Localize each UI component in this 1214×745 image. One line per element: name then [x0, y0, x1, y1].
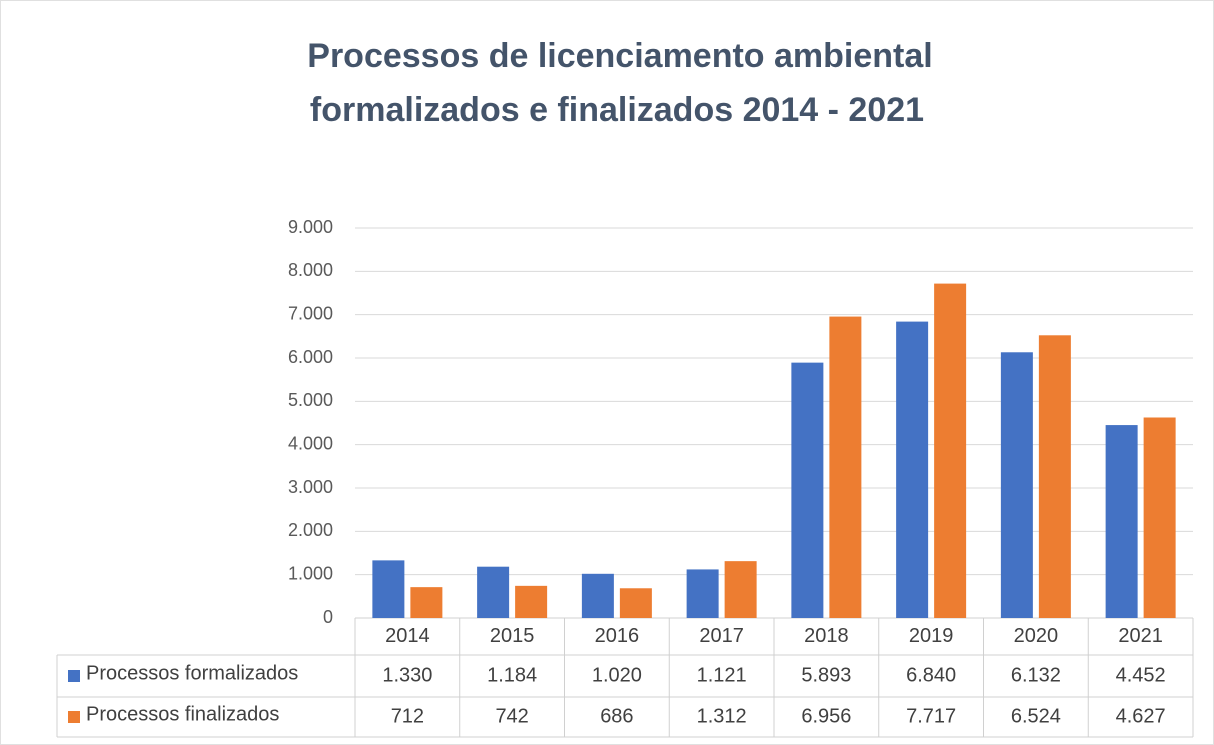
- x-tick-label: 2014: [385, 625, 430, 647]
- bar: [477, 566, 510, 618]
- table-value: 6.840: [906, 664, 956, 686]
- table-value: 4.452: [1116, 664, 1166, 686]
- y-tick-label: 8.000: [288, 260, 333, 280]
- y-tick-label: 9.000: [288, 217, 333, 237]
- x-tick-label: 2020: [1014, 625, 1059, 647]
- bar: [619, 588, 652, 618]
- legend-label: Processos formalizados: [86, 662, 298, 684]
- bar: [1143, 417, 1176, 618]
- x-tick-label: 2015: [490, 625, 535, 647]
- y-tick-label: 3.000: [288, 477, 333, 497]
- table-value: 712: [391, 705, 424, 727]
- y-tick-label: 7.000: [288, 303, 333, 323]
- table-value: 1.020: [592, 664, 642, 686]
- y-tick-label: 6.000: [288, 347, 333, 367]
- bar: [791, 362, 824, 618]
- bar: [829, 316, 862, 618]
- bar: [896, 321, 929, 618]
- table-value: 7.717: [906, 705, 956, 727]
- bar: [686, 569, 719, 618]
- chart-title: formalizados e finalizados 2014 - 2021: [310, 91, 924, 129]
- table-value: 5.893: [801, 664, 851, 686]
- table-value: 6.956: [801, 705, 851, 727]
- bar: [1105, 425, 1138, 618]
- table-value: 6.524: [1011, 705, 1061, 727]
- bar: [934, 283, 967, 618]
- table-value: 1.330: [382, 664, 432, 686]
- bar: [581, 573, 614, 618]
- table-value: 4.627: [1116, 705, 1166, 727]
- bar: [372, 560, 405, 618]
- table-value: 1.184: [487, 664, 537, 686]
- y-tick-label: 2.000: [288, 520, 333, 540]
- y-tick-label: 1.000: [288, 563, 333, 583]
- bar: [515, 585, 548, 618]
- legend-swatch: [68, 711, 80, 723]
- x-tick-label: 2016: [595, 625, 640, 647]
- bar: [410, 587, 443, 618]
- table-value: 1.121: [697, 664, 747, 686]
- x-tick-label: 2021: [1118, 625, 1163, 647]
- table-value: 1.312: [697, 705, 747, 727]
- x-tick-label: 2017: [699, 625, 744, 647]
- bar: [1038, 335, 1071, 618]
- x-tick-label: 2019: [909, 625, 954, 647]
- x-tick-label: 2018: [804, 625, 849, 647]
- bar: [1000, 352, 1033, 618]
- y-tick-label: 4.000: [288, 433, 333, 453]
- legend-swatch: [68, 670, 80, 682]
- legend-label: Processos finalizados: [86, 703, 279, 725]
- table-value: 6.132: [1011, 664, 1061, 686]
- y-tick-label: 0: [323, 607, 333, 627]
- chart-title: Processos de licenciamento ambiental: [307, 37, 932, 75]
- y-tick-label: 5.000: [288, 390, 333, 410]
- table-value: 742: [495, 705, 528, 727]
- table-value: 686: [600, 705, 633, 727]
- bar: [724, 561, 757, 618]
